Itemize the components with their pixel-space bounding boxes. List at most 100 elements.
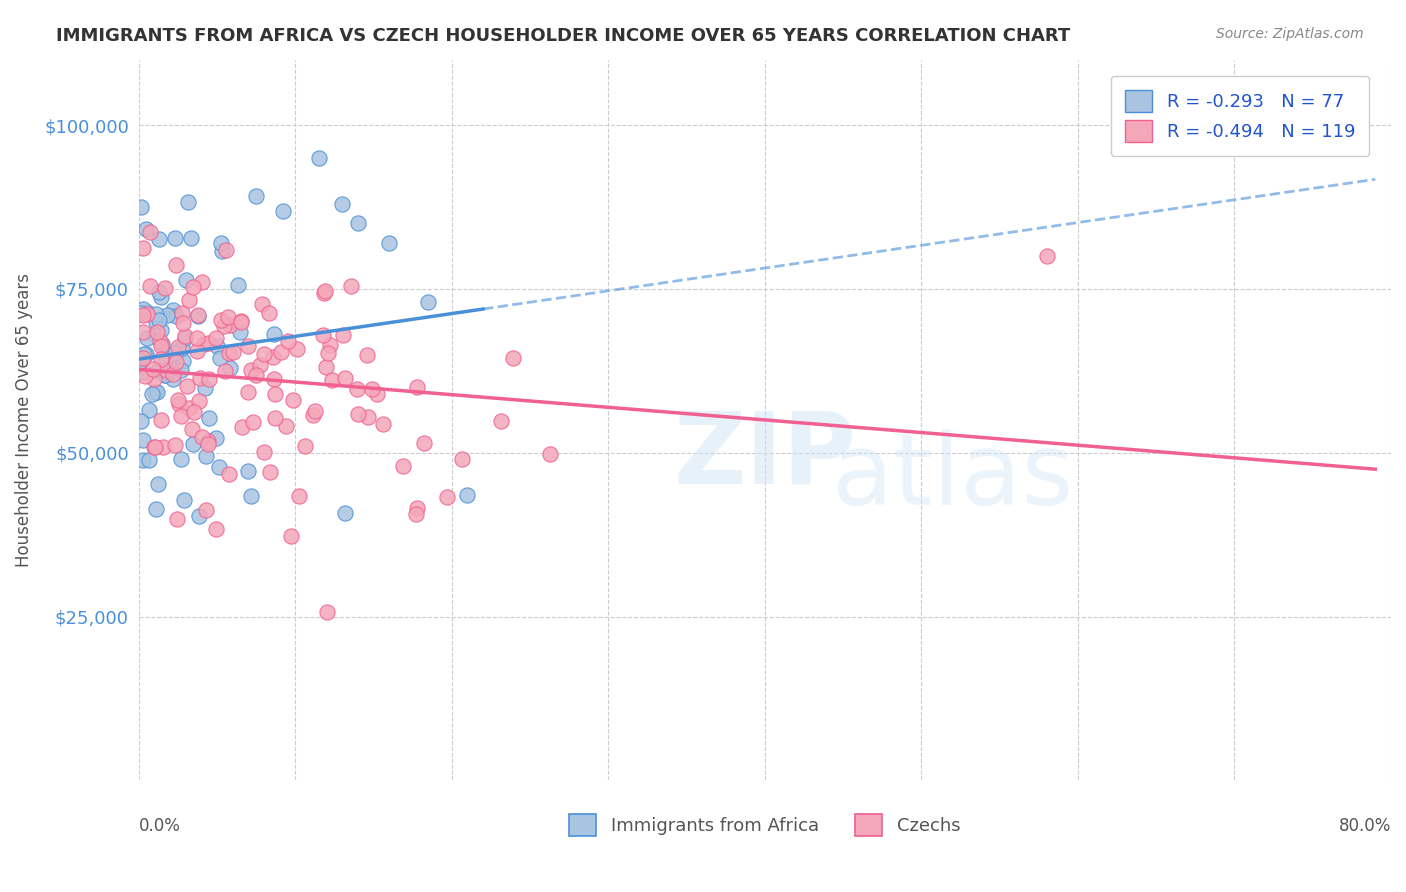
Point [274, 419, 297, 434]
Point [169, 451, 191, 466]
Point [215, 243, 238, 257]
Point [346, 407, 368, 421]
Point [167, 397, 190, 411]
Point [150, 339, 173, 353]
Point [135, 346, 157, 360]
Point [162, 367, 184, 381]
Point [155, 363, 177, 377]
Point [149, 413, 172, 427]
Point [287, 342, 309, 356]
Point [357, 409, 380, 424]
Point [174, 273, 197, 287]
Point [456, 488, 478, 502]
Point [332, 328, 354, 343]
Point [219, 318, 242, 333]
Point [259, 466, 281, 480]
Point [143, 372, 166, 386]
Point [142, 361, 165, 376]
Point [135, 221, 157, 235]
Point [173, 493, 195, 508]
Point [165, 310, 187, 324]
Text: atlas: atlas [832, 429, 1074, 526]
Point [281, 392, 304, 407]
Point [221, 345, 243, 359]
Point [263, 387, 285, 401]
Point [250, 297, 273, 311]
Point [218, 345, 240, 359]
Point [330, 196, 353, 211]
Point [166, 512, 188, 526]
Point [150, 323, 173, 337]
Point [129, 305, 152, 319]
Point [129, 354, 152, 368]
Point [136, 307, 159, 321]
Point [165, 438, 187, 452]
Point [436, 490, 458, 504]
Point [169, 409, 191, 423]
Point [186, 331, 208, 345]
Point [162, 303, 184, 318]
Point [249, 359, 271, 373]
Point [136, 305, 159, 319]
Point [141, 386, 163, 401]
Point [132, 301, 155, 316]
Point [371, 417, 394, 432]
Point [170, 341, 193, 355]
Point [204, 331, 226, 345]
Point [242, 415, 264, 429]
Point [129, 414, 152, 428]
Point [181, 437, 204, 451]
Point [145, 326, 167, 340]
Text: IMMIGRANTS FROM AFRICA VS CZECH HOUSEHOLDER INCOME OVER 65 YEARS CORRELATION CHA: IMMIGRANTS FROM AFRICA VS CZECH HOUSEHOL… [56, 27, 1070, 45]
Point [172, 316, 194, 330]
Point [188, 370, 211, 384]
Point [240, 489, 263, 503]
Point [183, 280, 205, 294]
Point [339, 278, 361, 293]
Point [174, 330, 197, 344]
Point [451, 452, 474, 467]
Point [167, 340, 190, 354]
Point [1035, 249, 1057, 263]
Legend: R = -0.293   N = 77, R = -0.494   N = 119: R = -0.293 N = 77, R = -0.494 N = 119 [1111, 76, 1369, 156]
Point [217, 310, 239, 325]
Point [236, 339, 259, 353]
Point [208, 459, 231, 474]
Point [139, 279, 162, 293]
Point [253, 444, 276, 458]
Point [197, 336, 219, 351]
Point [540, 447, 562, 461]
Point [145, 315, 167, 329]
Point [214, 364, 236, 378]
Point [405, 380, 427, 394]
Point [187, 310, 209, 324]
Point [132, 452, 155, 467]
Point [138, 403, 160, 417]
Point [177, 401, 200, 416]
Point [162, 372, 184, 386]
Point [155, 351, 177, 366]
Point [186, 344, 208, 359]
Point [218, 467, 240, 482]
Point [257, 305, 280, 319]
Point [138, 225, 160, 239]
Point [378, 235, 401, 250]
Point [308, 151, 330, 165]
Point [177, 194, 200, 209]
Point [187, 508, 209, 523]
Point [314, 284, 336, 298]
Point [179, 293, 201, 307]
Point [150, 352, 173, 367]
Point [134, 369, 156, 384]
Point [143, 384, 166, 399]
Point [129, 200, 152, 214]
Point [502, 351, 524, 366]
Point [180, 230, 202, 244]
Text: Source: ZipAtlas.com: Source: ZipAtlas.com [1216, 27, 1364, 41]
Point [187, 394, 209, 409]
Point [209, 313, 232, 327]
Point [270, 345, 292, 359]
Point [245, 368, 267, 382]
Point [197, 372, 219, 386]
Text: ZIP: ZIP [673, 408, 856, 505]
